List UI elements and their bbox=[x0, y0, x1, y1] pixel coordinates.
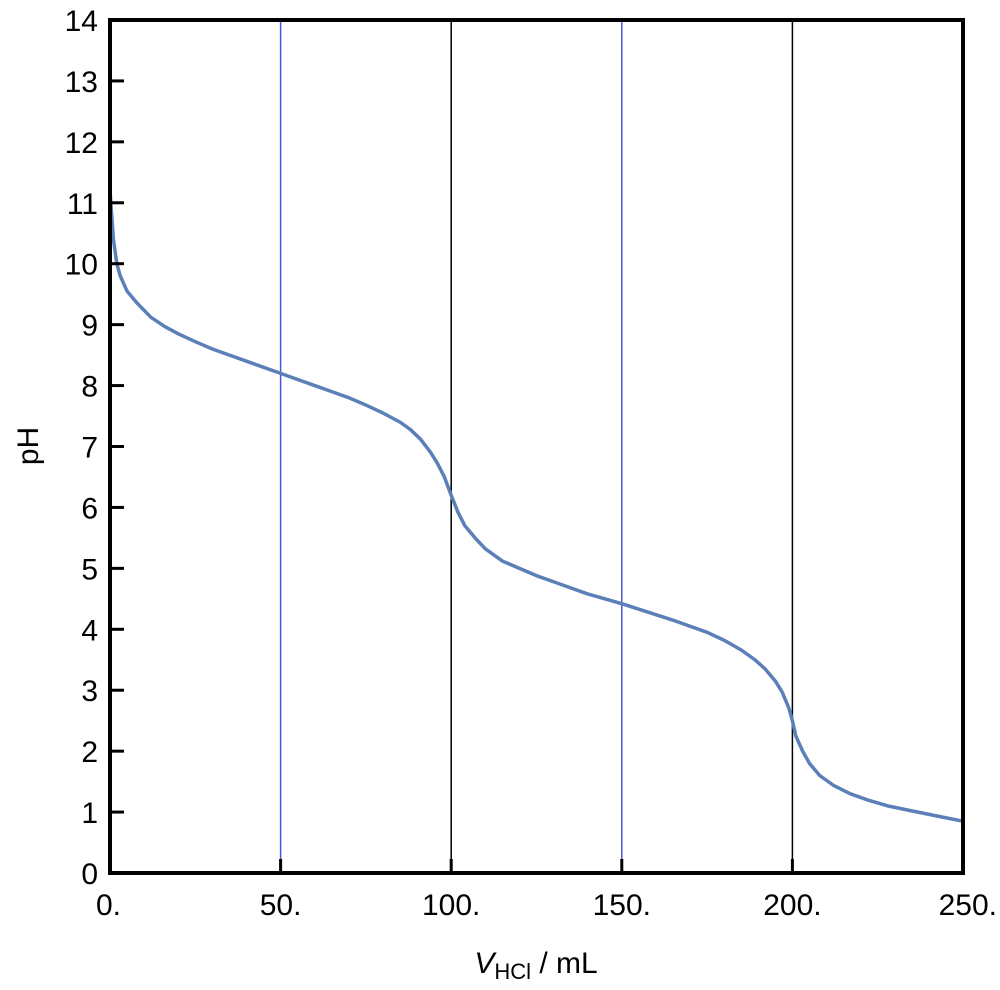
y-tick-label: 13 bbox=[65, 66, 98, 99]
y-tick-label: 7 bbox=[81, 432, 98, 465]
y-tick-label: 9 bbox=[81, 310, 98, 343]
y-tick-label: 4 bbox=[81, 614, 98, 647]
x-tick-label: 150. bbox=[593, 889, 651, 922]
x-tick-label: 200. bbox=[763, 889, 821, 922]
plot-border bbox=[108, 18, 965, 875]
x-tick-label: 0. bbox=[96, 889, 121, 922]
y-tick-label: 10 bbox=[65, 249, 98, 282]
y-tick-label: 6 bbox=[81, 492, 98, 525]
y-tick-label: 0 bbox=[81, 858, 98, 891]
plot-frame bbox=[108, 18, 965, 875]
y-tick-label: 8 bbox=[81, 371, 98, 404]
y-tick-label: 11 bbox=[67, 188, 98, 221]
y-tick-label: 2 bbox=[81, 736, 98, 769]
x-tick-label: 100. bbox=[422, 889, 480, 922]
x-axis-ticks: 0. 50. 100. 150. 200. 250. bbox=[96, 859, 997, 922]
x-tick-label: 50. bbox=[260, 889, 302, 922]
y-tick-label: 3 bbox=[81, 675, 98, 708]
y-tick-label: 12 bbox=[65, 127, 98, 160]
reference-lines bbox=[279, 20, 794, 873]
x-tick-label: 250. bbox=[939, 889, 997, 922]
titration-curve-0 bbox=[108, 188, 965, 823]
y-tick-label: 1 bbox=[81, 797, 98, 830]
x-axis-title: VHCl / mL bbox=[474, 947, 597, 984]
curve-layer bbox=[108, 188, 965, 823]
y-axis-title: pH bbox=[12, 427, 45, 465]
y-tick-label: 5 bbox=[81, 553, 98, 586]
x-axis-title-subscript: HCl bbox=[494, 959, 531, 984]
x-axis-title-symbol: V bbox=[474, 947, 497, 980]
y-tick-label: 14 bbox=[65, 5, 98, 38]
x-axis-title-unit: / mL bbox=[531, 947, 598, 980]
